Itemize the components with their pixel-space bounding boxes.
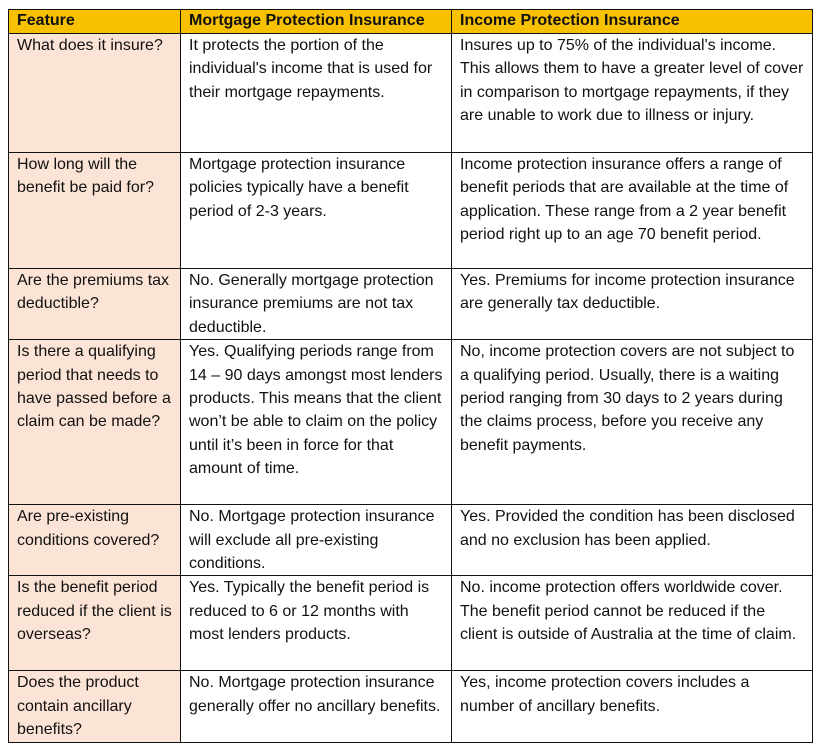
feature-cell: What does it insure? [8, 33, 181, 153]
table-row: Is there a qualifying period that needs … [8, 339, 813, 506]
header-income-protection: Income Protection Insurance [451, 9, 813, 34]
income-cell: Income protection insurance offers a ran… [451, 152, 813, 269]
income-cell: No, income protection covers are not sub… [451, 339, 813, 506]
feature-cell: Are pre-existing conditions covered? [8, 504, 181, 577]
table-row: What does it insure? It protects the por… [8, 33, 813, 153]
header-row: Feature Mortgage Protection Insurance In… [8, 9, 813, 34]
feature-cell: How long will the benefit be paid for? [8, 152, 181, 269]
table-row: Is the benefit period reduced if the cli… [8, 575, 813, 672]
mortgage-cell: Yes. Typically the benefit period is red… [180, 575, 452, 672]
feature-cell: Are the premiums tax deductible? [8, 267, 181, 341]
comparison-table: Feature Mortgage Protection Insurance In… [8, 9, 813, 744]
feature-cell: Is the benefit period reduced if the cli… [8, 575, 181, 672]
income-cell: Yes. Premiums for income protection insu… [451, 267, 813, 341]
table-body: What does it insure? It protects the por… [8, 33, 813, 744]
mortgage-cell: Mortgage protection insurance policies t… [180, 152, 452, 269]
table-row: Does the product contain ancillary benef… [8, 670, 813, 744]
header-feature: Feature [8, 9, 181, 34]
feature-cell: Is there a qualifying period that needs … [8, 339, 181, 506]
mortgage-cell: Yes. Qualifying periods range from 14 – … [180, 339, 452, 506]
feature-cell: Does the product contain ancillary benef… [8, 670, 181, 744]
income-cell: Yes. Provided the condition has been dis… [451, 504, 813, 577]
income-cell: Yes, income protection covers includes a… [451, 670, 813, 744]
mortgage-cell: No. Mortgage protection insurance will e… [180, 504, 452, 577]
header-mortgage-protection: Mortgage Protection Insurance [180, 9, 452, 34]
income-cell: No. income protection offers worldwide c… [451, 575, 813, 672]
mortgage-cell: No. Mortgage protection insurance genera… [180, 670, 452, 744]
table-row: Are pre-existing conditions covered? No.… [8, 504, 813, 577]
income-cell: Insures up to 75% of the individual's in… [451, 33, 813, 153]
table-row: How long will the benefit be paid for? M… [8, 152, 813, 269]
table-header: Feature Mortgage Protection Insurance In… [8, 9, 813, 34]
table-row: Are the premiums tax deductible? No. Gen… [8, 267, 813, 341]
mortgage-cell: It protects the portion of the individua… [180, 33, 452, 153]
mortgage-cell: No. Generally mortgage protection insura… [180, 267, 452, 341]
